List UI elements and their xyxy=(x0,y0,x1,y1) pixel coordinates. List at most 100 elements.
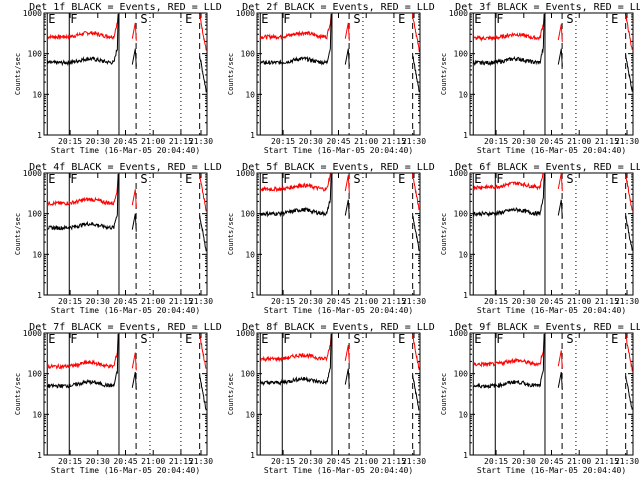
series-red-lld xyxy=(472,13,545,43)
event-marker: F xyxy=(283,12,290,26)
series-black-events-segment xyxy=(131,48,137,67)
x-tick-label: 21:30 xyxy=(402,457,426,466)
x-tick-label: 21:00 xyxy=(567,457,591,466)
series-red-lld-tail xyxy=(412,13,420,53)
x-tick-label: 21:30 xyxy=(189,457,213,466)
series-black-events xyxy=(472,13,545,67)
y-axis-label: Counts/sec xyxy=(440,373,448,415)
x-tick-label: 21:15 xyxy=(595,137,619,146)
series-red-lld xyxy=(47,13,119,41)
plot-panel-6: Det 6f BLACK = Events, RED = LLD 1 10 100 10… xyxy=(440,162,640,315)
axes-frame xyxy=(43,12,208,136)
series-black-events xyxy=(259,173,332,218)
plot-title: Det 2f BLACK = Events, RED = LLD xyxy=(242,2,435,13)
series-red-lld-segment xyxy=(344,175,350,194)
x-tick-label: 21:00 xyxy=(141,297,165,306)
y-tick-label: 1 xyxy=(250,291,255,300)
y-tick-label: 10 xyxy=(245,250,255,259)
plot-title: Det 9f BLACK = Events, RED = LLD xyxy=(455,322,640,333)
y-tick-label: 1 xyxy=(37,291,42,300)
series-black-events-segment xyxy=(557,371,563,390)
series-red-lld xyxy=(46,173,119,207)
y-tick-label: 100 xyxy=(241,370,256,379)
y-tick-label: 10 xyxy=(458,90,468,99)
series-red-lld xyxy=(46,333,119,370)
x-tick-label: 20:30 xyxy=(299,297,323,306)
y-tick-label: 1000 xyxy=(23,9,42,18)
event-marker: E xyxy=(398,332,405,346)
y-tick-label: 100 xyxy=(454,370,469,379)
series-red-lld-segment xyxy=(344,344,350,363)
series-red-lld-segment xyxy=(131,22,137,41)
y-tick-label: 100 xyxy=(241,50,256,59)
x-tick-label: 20:45 xyxy=(113,457,137,466)
x-tick-label: 21:15 xyxy=(595,457,619,466)
event-marker: E xyxy=(185,12,192,26)
axes-frame xyxy=(469,172,634,296)
x-tick-label: 20:15 xyxy=(271,137,295,146)
series-black-events xyxy=(472,173,545,217)
series-black-events-segment xyxy=(344,48,350,67)
series-red-lld-segment xyxy=(557,24,563,43)
series-black-events-tail xyxy=(199,56,207,93)
y-tick-label: 1000 xyxy=(236,329,255,338)
x-tick-label: 21:30 xyxy=(402,137,426,146)
series-red-lld-tail xyxy=(412,173,420,211)
plot-title: Det 7f BLACK = Events, RED = LLD xyxy=(29,322,222,333)
event-marker: F xyxy=(70,172,77,186)
x-tick-label: 21:00 xyxy=(141,457,165,466)
series-black-events-tail xyxy=(412,55,420,93)
event-marker: F xyxy=(496,332,503,346)
x-tick-label: 20:30 xyxy=(86,457,110,466)
x-axis-label: Start Time (16-Mar-05 20:04:40) xyxy=(477,146,626,155)
x-axis-label: Start Time (16-Mar-05 20:04:40) xyxy=(264,466,413,475)
event-marker: E xyxy=(398,12,405,26)
series-red-lld xyxy=(259,173,332,193)
series-black-events-segment xyxy=(557,48,563,67)
x-axis-label: Start Time (16-Mar-05 20:04:40) xyxy=(477,466,626,475)
plot-title: Det 4f BLACK = Events, RED = LLD xyxy=(29,162,222,173)
series-black-events-tail xyxy=(199,215,207,252)
series-red-lld xyxy=(259,13,332,41)
y-tick-label: 1 xyxy=(250,451,255,460)
x-tick-label: 21:00 xyxy=(354,457,378,466)
plot-panel-3: Det 3f BLACK = Events, RED = LLD 1 10 100 10… xyxy=(440,2,640,155)
plot-title: Det 8f BLACK = Events, RED = LLD xyxy=(242,322,435,333)
series-black-events xyxy=(472,333,545,390)
plot-panel-9: Det 9f BLACK = Events, RED = LLD 1 10 100 10… xyxy=(440,322,640,475)
series-red-lld-tail xyxy=(199,174,207,212)
y-axis-label: Counts/sec xyxy=(440,53,448,95)
plot-panel-5: Det 5f BLACK = Events, RED = LLD 1 10 100 10… xyxy=(227,162,435,315)
y-axis-label: Counts/sec xyxy=(14,373,22,415)
x-tick-label: 20:45 xyxy=(326,457,350,466)
event-marker: S xyxy=(140,332,147,346)
series-black-events-segment xyxy=(131,371,137,390)
series-red-lld xyxy=(260,333,332,363)
event-marker: E xyxy=(261,12,268,26)
plot-title: Det 6f BLACK = Events, RED = LLD xyxy=(455,162,640,173)
axes-frame xyxy=(43,332,208,456)
y-tick-label: 1 xyxy=(250,131,255,140)
y-tick-label: 1000 xyxy=(449,329,468,338)
y-axis-label: Counts/sec xyxy=(227,53,235,95)
x-tick-label: 21:00 xyxy=(141,137,165,146)
y-tick-label: 10 xyxy=(458,250,468,259)
axes-frame xyxy=(43,172,208,296)
series-black-events-tail xyxy=(199,374,207,411)
x-tick-label: 21:30 xyxy=(615,297,639,306)
series-black-events xyxy=(46,13,119,67)
x-tick-label: 20:45 xyxy=(113,137,137,146)
event-marker: E xyxy=(48,12,55,26)
y-tick-label: 1000 xyxy=(23,329,42,338)
x-tick-label: 21:15 xyxy=(382,297,406,306)
plot-title: Det 1f BLACK = Events, RED = LLD xyxy=(29,2,222,13)
event-marker: F xyxy=(496,12,503,26)
series-black-events xyxy=(46,333,119,389)
axes-frame xyxy=(256,12,421,136)
y-tick-label: 1000 xyxy=(449,169,468,178)
plot-panel-8: Det 8f BLACK = Events, RED = LLD 1 10 100 10… xyxy=(227,322,435,475)
x-tick-label: 20:45 xyxy=(539,457,563,466)
y-tick-label: 100 xyxy=(454,210,469,219)
y-tick-label: 1000 xyxy=(23,169,42,178)
axes-frame xyxy=(469,12,634,136)
